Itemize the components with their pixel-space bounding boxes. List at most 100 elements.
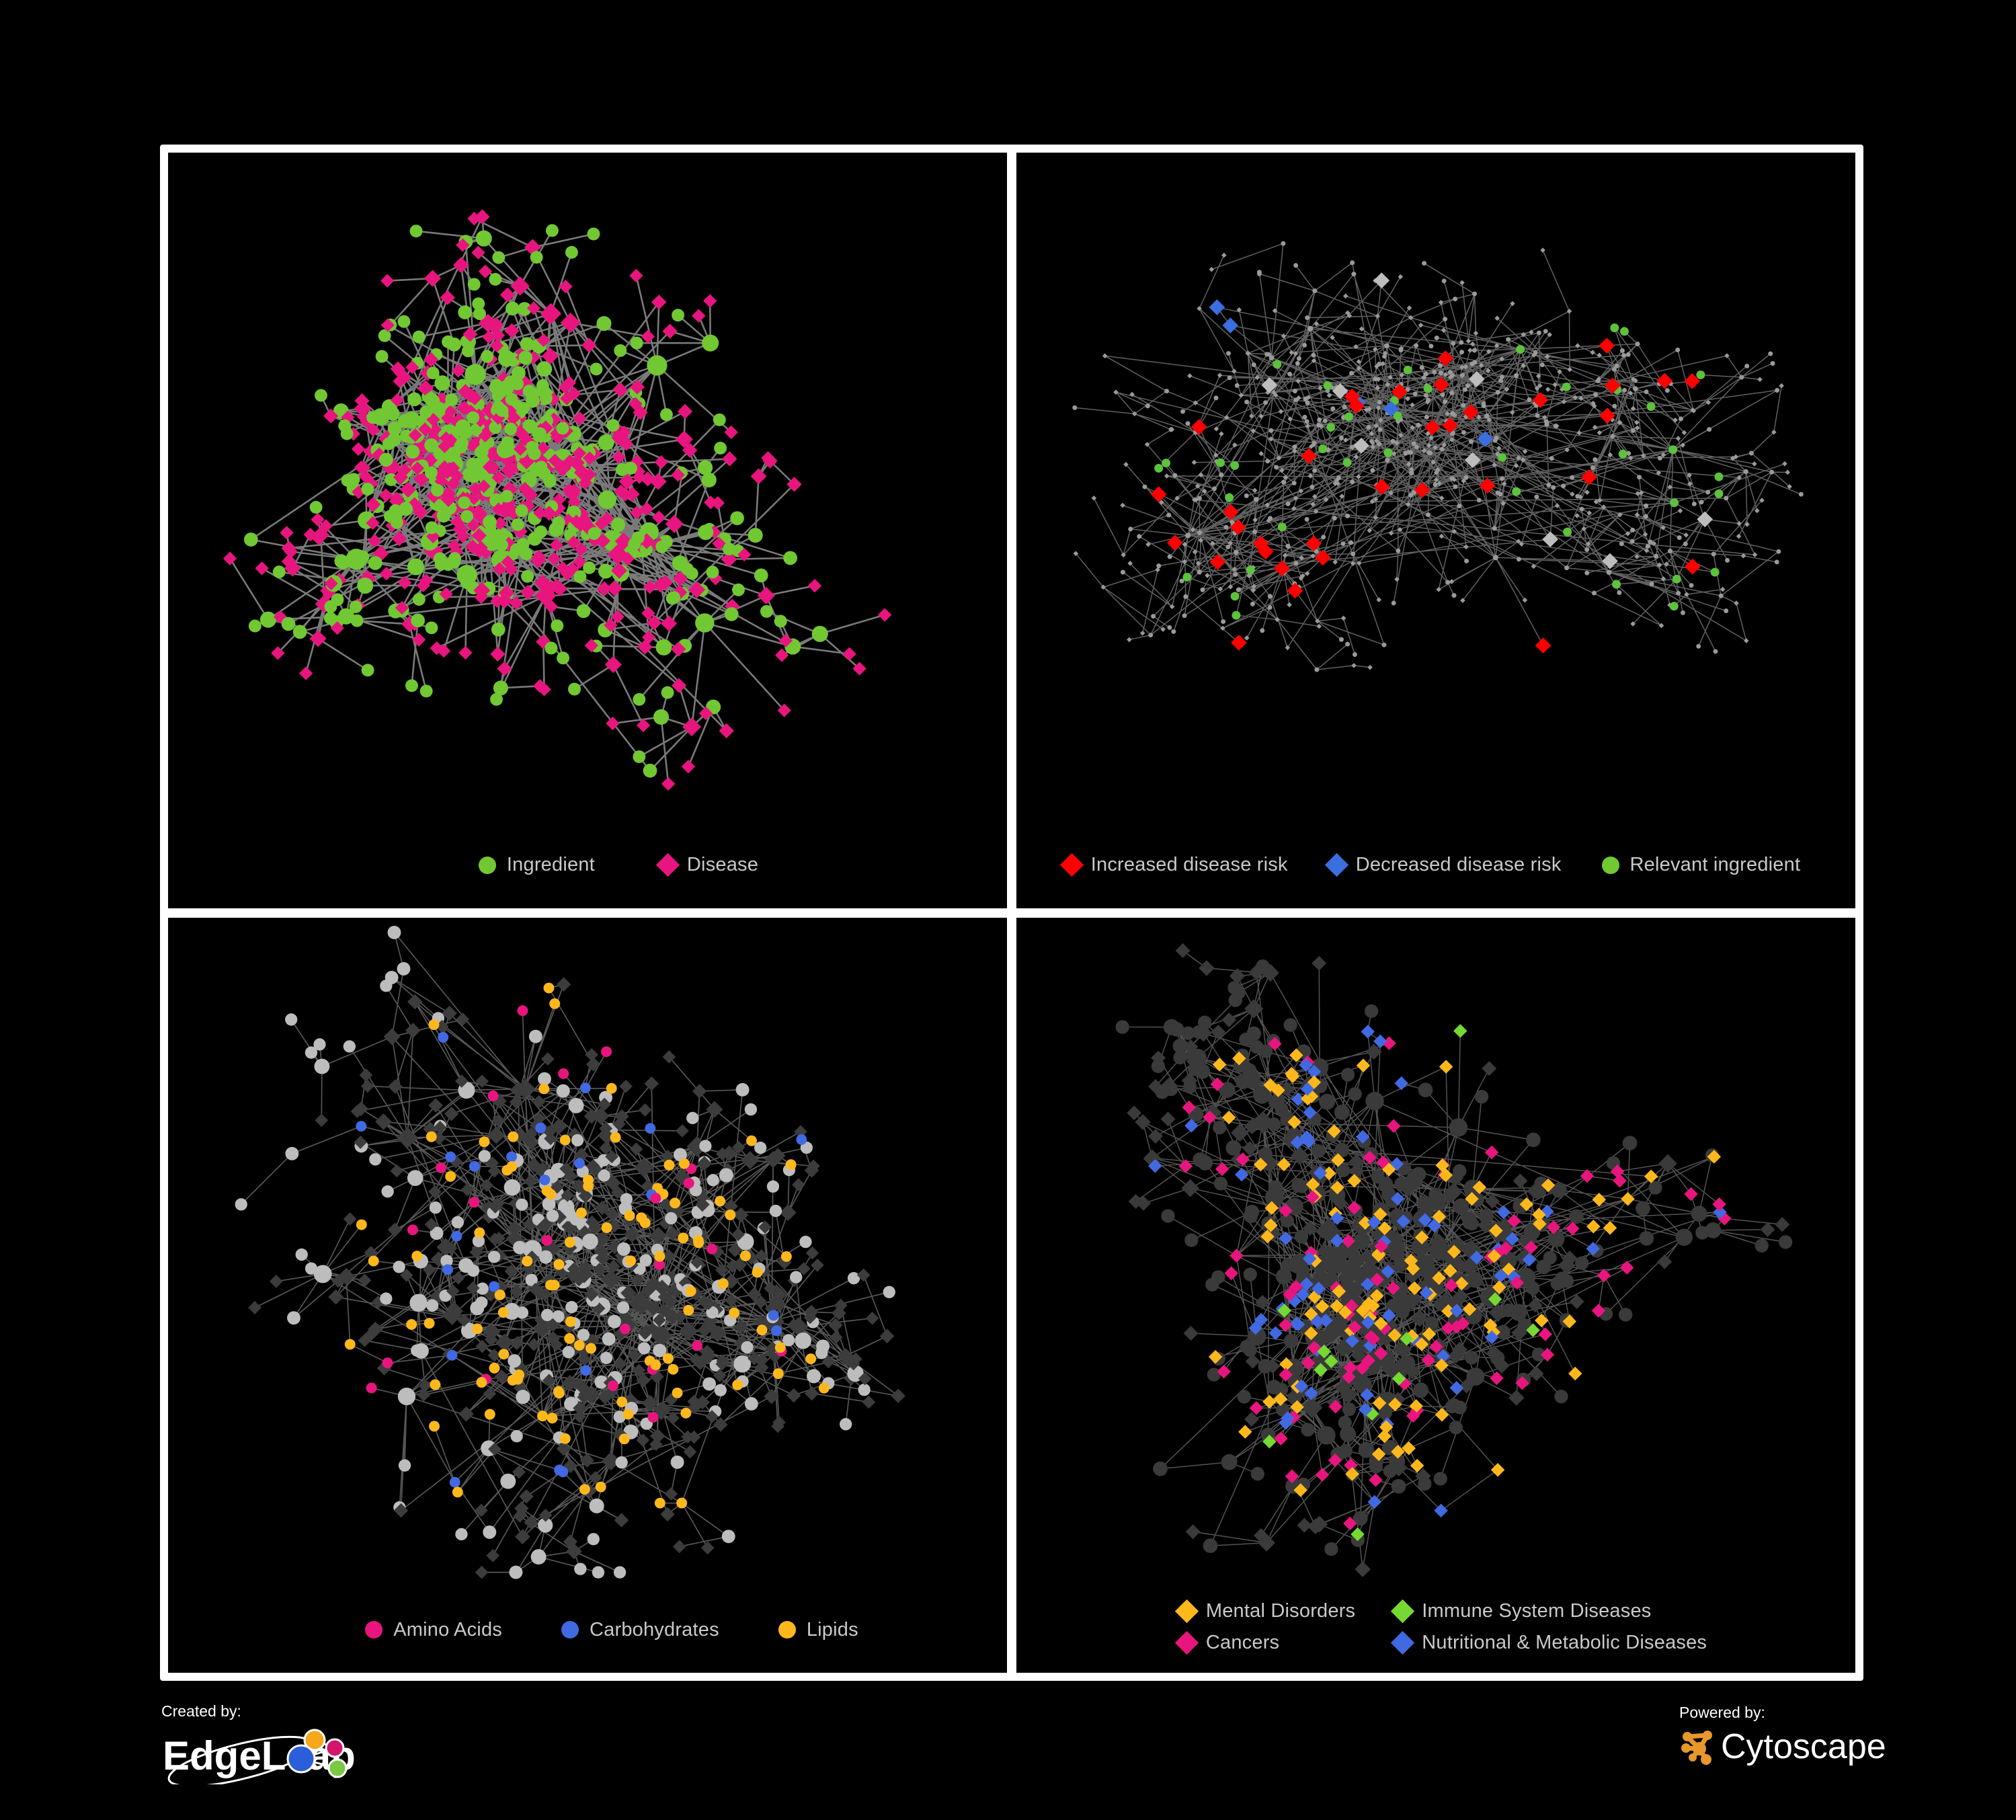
- network-node-circle[interactable]: [356, 1120, 367, 1132]
- network-node-diamond[interactable]: [465, 539, 481, 555]
- network-node-circle[interactable]: [613, 1410, 626, 1423]
- network-node-diamond[interactable]: [1634, 512, 1640, 518]
- network-node-circle[interactable]: [1418, 1082, 1433, 1097]
- network-node-diamond[interactable]: [1330, 1211, 1344, 1225]
- network-node-circle[interactable]: [769, 1204, 782, 1217]
- network-node-circle[interactable]: [1644, 389, 1649, 395]
- network-node-circle[interactable]: [735, 1082, 750, 1097]
- network-node-circle[interactable]: [1250, 1466, 1264, 1480]
- network-node-diamond[interactable]: [1278, 409, 1284, 414]
- network-node-diamond[interactable]: [1326, 393, 1332, 398]
- network-node-diamond[interactable]: [354, 1101, 368, 1116]
- network-node-circle[interactable]: [616, 1301, 630, 1314]
- network-node-diamond[interactable]: [506, 409, 521, 426]
- network-node-circle[interactable]: [707, 1173, 719, 1186]
- network-node-diamond[interactable]: [393, 374, 407, 389]
- network-node-circle[interactable]: [1434, 1297, 1449, 1311]
- network-node-diamond[interactable]: [1311, 358, 1317, 364]
- network-node-circle[interactable]: [1696, 370, 1705, 380]
- network-node-diamond[interactable]: [879, 1328, 895, 1343]
- network-node-circle[interactable]: [323, 612, 337, 625]
- network-node-diamond[interactable]: [548, 453, 562, 468]
- network-node-circle[interactable]: [1223, 524, 1229, 530]
- network-node-diamond[interactable]: [1217, 372, 1223, 378]
- network-node-circle[interactable]: [1294, 1229, 1309, 1244]
- network-node-circle[interactable]: [1390, 438, 1396, 444]
- network-node-diamond[interactable]: [524, 1174, 537, 1188]
- network-node-diamond[interactable]: [1532, 1207, 1546, 1222]
- network-node-circle[interactable]: [515, 504, 528, 518]
- network-node-circle[interactable]: [1619, 541, 1624, 547]
- network-node-circle[interactable]: [1424, 414, 1429, 420]
- network-node-circle[interactable]: [1309, 484, 1315, 489]
- network-node-circle[interactable]: [1525, 1132, 1541, 1147]
- network-node-diamond[interactable]: [1375, 377, 1381, 382]
- network-node-diamond[interactable]: [777, 703, 791, 717]
- network-node-diamond[interactable]: [838, 1349, 856, 1366]
- network-node-diamond[interactable]: [1295, 378, 1301, 384]
- network-node-diamond[interactable]: [1305, 535, 1322, 552]
- network-node-diamond[interactable]: [1387, 1119, 1401, 1133]
- network-node-circle[interactable]: [816, 1339, 830, 1353]
- network-node-circle[interactable]: [483, 1525, 497, 1539]
- network-node-diamond[interactable]: [1490, 1462, 1505, 1477]
- network-node-circle[interactable]: [432, 401, 446, 416]
- network-node-diamond[interactable]: [223, 551, 237, 565]
- network-node-circle[interactable]: [557, 1466, 569, 1477]
- network-node-circle[interactable]: [1778, 1234, 1793, 1249]
- network-node-circle[interactable]: [387, 421, 402, 436]
- network-node-circle[interactable]: [1575, 493, 1580, 499]
- network-node-diamond[interactable]: [1340, 615, 1346, 621]
- network-node-diamond[interactable]: [700, 1540, 715, 1554]
- network-node-diamond[interactable]: [1264, 1200, 1279, 1215]
- network-node-diamond[interactable]: [1373, 515, 1379, 520]
- network-node-diamond[interactable]: [1425, 430, 1430, 436]
- network-node-circle[interactable]: [1352, 652, 1357, 658]
- network-node-circle[interactable]: [1648, 1180, 1662, 1195]
- network-node-diamond[interactable]: [1421, 374, 1427, 381]
- network-node-circle[interactable]: [425, 521, 438, 535]
- network-node-circle[interactable]: [452, 1486, 463, 1497]
- network-node-diamond[interactable]: [1376, 597, 1381, 602]
- network-node-circle[interactable]: [516, 1389, 530, 1404]
- network-node-diamond[interactable]: [619, 1079, 633, 1093]
- network-node-diamond[interactable]: [610, 1185, 624, 1199]
- network-node-diamond[interactable]: [399, 1268, 413, 1282]
- network-node-circle[interactable]: [1340, 1067, 1355, 1082]
- network-node-diamond[interactable]: [1353, 344, 1359, 350]
- network-node-circle[interactable]: [235, 1197, 247, 1211]
- network-node-diamond[interactable]: [1441, 327, 1447, 333]
- network-node-diamond[interactable]: [1159, 500, 1164, 505]
- network-node-diamond[interactable]: [518, 481, 532, 496]
- network-node-diamond[interactable]: [797, 1261, 811, 1275]
- network-node-diamond[interactable]: [573, 555, 587, 569]
- network-node-diamond[interactable]: [1592, 424, 1598, 430]
- network-node-circle[interactable]: [248, 619, 261, 633]
- network-node-diamond[interactable]: [475, 1565, 489, 1579]
- network-node-diamond[interactable]: [1720, 586, 1726, 592]
- network-node-circle[interactable]: [411, 613, 425, 628]
- network-node-circle[interactable]: [549, 998, 561, 1009]
- network-node-diamond[interactable]: [633, 405, 648, 420]
- network-node-diamond[interactable]: [755, 1353, 769, 1367]
- cytoscape-logo[interactable]: Cytoscape: [1679, 1727, 1886, 1767]
- network-node-diamond[interactable]: [506, 1220, 522, 1236]
- network-node-circle[interactable]: [1323, 381, 1332, 391]
- network-node-diamond[interactable]: [804, 1162, 819, 1178]
- network-node-circle[interactable]: [499, 379, 515, 395]
- network-node-diamond[interactable]: [1455, 1316, 1470, 1331]
- network-node-diamond[interactable]: [491, 328, 506, 342]
- network-node-circle[interactable]: [650, 1192, 661, 1203]
- network-node-circle[interactable]: [1182, 1080, 1197, 1094]
- network-node-diamond[interactable]: [428, 1097, 443, 1113]
- network-node-diamond[interactable]: [1285, 645, 1291, 651]
- network-node-diamond[interactable]: [1540, 1347, 1555, 1361]
- network-node-circle[interactable]: [536, 361, 553, 377]
- network-node-diamond[interactable]: [1229, 519, 1246, 535]
- network-node-circle[interactable]: [1225, 1140, 1242, 1156]
- network-node-circle[interactable]: [1371, 1169, 1385, 1184]
- network-node-circle[interactable]: [429, 1420, 440, 1431]
- network-node-circle[interactable]: [523, 1240, 542, 1259]
- network-node-circle[interactable]: [1253, 497, 1259, 502]
- network-node-diamond[interactable]: [852, 662, 866, 676]
